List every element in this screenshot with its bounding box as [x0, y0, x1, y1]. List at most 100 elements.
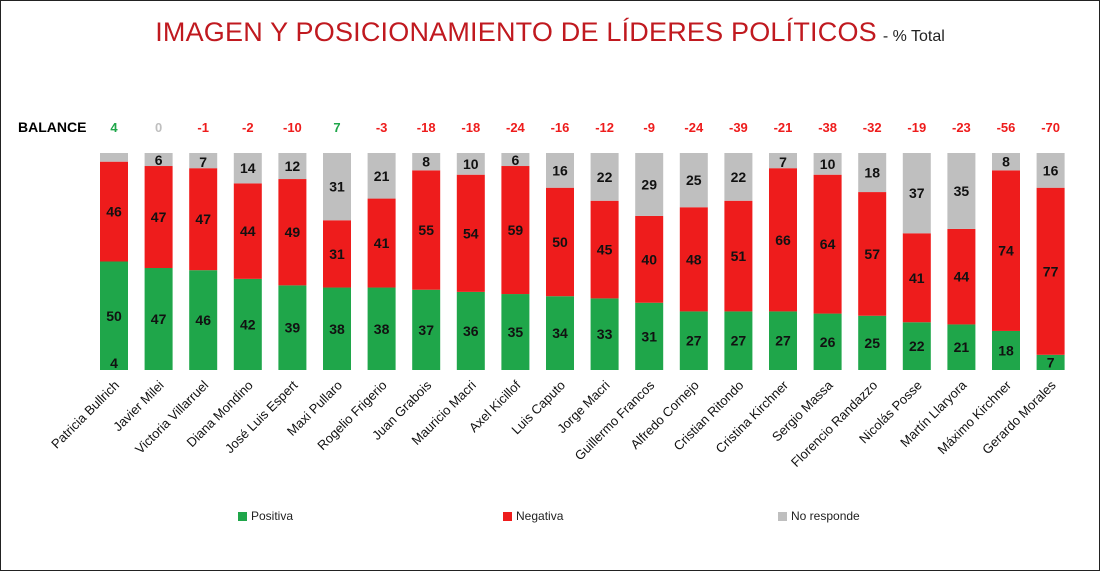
bar-segment-negativa: [635, 215, 664, 303]
bar-segment-no_responde: [813, 153, 842, 175]
bar-segment-positiva: [947, 324, 976, 370]
bar-segment-negativa: [278, 179, 307, 286]
balance-value: -18: [417, 120, 436, 135]
data-label-no_responde: 4: [110, 355, 118, 371]
data-label-positiva: 38: [374, 321, 390, 337]
data-label-negativa: 77: [1043, 263, 1059, 279]
bar-segment-no_responde: [412, 153, 441, 171]
data-label-negativa: 48: [686, 251, 702, 267]
legend-label-negativa: Negativa: [516, 509, 564, 523]
data-label-no_responde: 16: [552, 162, 568, 178]
legend-item-negativa: Negativa: [503, 509, 563, 523]
bar-segment-negativa: [323, 220, 351, 288]
data-label-positiva: 37: [418, 322, 434, 338]
data-label-negativa: 44: [954, 269, 970, 285]
data-label-negativa: 41: [909, 270, 925, 286]
bar-segment-positiva: [769, 311, 797, 370]
data-label-no_responde: 14: [240, 160, 256, 176]
bar-segment-no_responde: [456, 153, 485, 175]
data-label-positiva: 21: [954, 339, 970, 355]
bar-segment-positiva: [412, 289, 441, 370]
bar-segment-negativa: [501, 166, 530, 295]
balance-value: -9: [643, 120, 655, 135]
bar-segment-no_responde: [1036, 153, 1065, 188]
bar-segment-positiva: [992, 330, 1020, 370]
data-label-no_responde: 8: [1002, 154, 1010, 170]
balance-value: -70: [1041, 120, 1060, 135]
balance-value: -10: [283, 120, 302, 135]
balance-value: 0: [155, 120, 162, 135]
balance-value: -2: [242, 120, 254, 135]
data-label-no_responde: 12: [285, 158, 301, 174]
bar-segment-no_responde: [679, 153, 708, 208]
data-label-no_responde: 35: [954, 183, 970, 199]
stacked-bar-chart: BALANCE 50464474764647742441439491238313…: [18, 119, 1065, 470]
balance-value: -56: [997, 120, 1016, 135]
bar-segment-negativa: [858, 192, 887, 316]
balance-value: -3: [376, 120, 388, 135]
legend-label-positiva: Positiva: [251, 509, 294, 523]
data-label-no_responde: 7: [779, 154, 787, 170]
data-label-positiva: 38: [329, 321, 345, 337]
bar-segment-negativa: [412, 170, 441, 290]
data-label-negativa: 49: [285, 224, 301, 240]
data-label-no_responde: 31: [329, 179, 345, 195]
data-label-no_responde: 10: [820, 156, 836, 172]
bar-segment-no_responde: [947, 153, 976, 229]
bar-segment-no_responde: [144, 153, 173, 167]
bar-segment-no_responde: [501, 153, 530, 167]
data-label-positiva: 7: [1047, 354, 1055, 370]
bar-segment-no_responde: [769, 153, 797, 169]
bars-group: 5046447476464774244143949123831313841213…: [100, 152, 1065, 371]
data-label-positiva: 27: [686, 333, 702, 349]
data-label-positiva: 27: [731, 333, 747, 349]
bar-segment-positiva: [590, 298, 619, 370]
bar-segment-positiva: [858, 315, 887, 370]
data-label-no_responde: 22: [597, 169, 613, 185]
data-label-positiva: 18: [998, 342, 1014, 358]
data-label-positiva: 34: [552, 325, 568, 341]
balance-value: -24: [506, 120, 526, 135]
balance-value: -19: [907, 120, 926, 135]
data-label-negativa: 51: [731, 248, 747, 264]
data-label-negativa: 46: [106, 204, 122, 220]
bar-segment-no_responde: [323, 153, 351, 221]
bar-segment-positiva: [100, 261, 128, 370]
data-label-no_responde: 18: [864, 165, 880, 181]
data-label-positiva: 46: [195, 312, 211, 328]
data-label-positiva: 25: [864, 335, 880, 351]
data-label-positiva: 50: [106, 308, 122, 324]
data-label-no_responde: 21: [374, 168, 390, 184]
balance-value: 4: [110, 120, 118, 135]
data-label-no_responde: 25: [686, 172, 702, 188]
data-label-negativa: 45: [597, 242, 613, 258]
data-label-negativa: 57: [864, 246, 880, 262]
bar-segment-negativa: [367, 198, 396, 288]
data-label-no_responde: 16: [1043, 162, 1059, 178]
bar-segment-negativa: [769, 168, 797, 312]
bar-segment-negativa: [724, 200, 753, 312]
data-label-negativa: 44: [240, 223, 256, 239]
bar-segment-positiva: [635, 302, 664, 370]
bar-segment-no_responde: [189, 153, 218, 169]
category-label: Patricia Bullrich: [48, 378, 122, 452]
data-label-no_responde: 10: [463, 156, 479, 172]
balance-value: -24: [684, 120, 704, 135]
bar-segment-negativa: [992, 170, 1020, 331]
legend: Positiva Negativa No responde: [0, 509, 1100, 525]
bar-segment-positiva: [546, 296, 574, 370]
data-label-negativa: 47: [151, 209, 167, 225]
bar-segment-positiva: [367, 287, 396, 370]
bar-segment-positiva: [1036, 354, 1065, 370]
bar-segment-negativa: [100, 161, 128, 262]
balance-label: BALANCE: [18, 119, 86, 135]
bar-segment-positiva: [902, 322, 931, 370]
bar-segment-negativa: [233, 183, 262, 279]
data-label-positiva: 22: [909, 338, 925, 354]
data-label-no_responde: 37: [909, 185, 925, 201]
data-label-positiva: 39: [285, 320, 301, 336]
bar-segment-no_responde: [992, 153, 1020, 171]
balance-value: 7: [333, 120, 340, 135]
legend-swatch-positiva: [238, 511, 247, 521]
balance-value: -21: [774, 120, 793, 135]
